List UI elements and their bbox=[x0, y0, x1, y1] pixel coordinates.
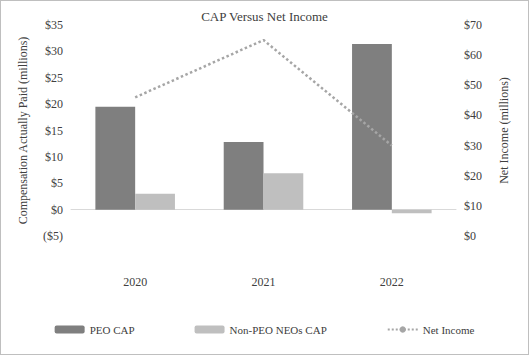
svg-text:Net Income (millions): Net Income (millions) bbox=[497, 77, 511, 184]
svg-text:$50: $50 bbox=[464, 78, 482, 92]
svg-text:$20: $20 bbox=[464, 169, 482, 183]
svg-text:$5: $5 bbox=[51, 176, 63, 190]
svg-text:$70: $70 bbox=[464, 18, 482, 32]
svg-text:Non-PEO NEOs CAP: Non-PEO NEOs CAP bbox=[230, 324, 327, 336]
svg-text:($5): ($5) bbox=[43, 229, 63, 243]
svg-text:$0: $0 bbox=[464, 229, 476, 243]
svg-text:Net Income: Net Income bbox=[423, 324, 475, 336]
svg-text:$15: $15 bbox=[45, 124, 63, 138]
svg-text:$0: $0 bbox=[51, 203, 63, 217]
svg-text:PEO CAP: PEO CAP bbox=[90, 324, 135, 336]
svg-text:2021: 2021 bbox=[252, 275, 276, 289]
svg-text:2020: 2020 bbox=[123, 275, 147, 289]
svg-text:$35: $35 bbox=[45, 18, 63, 32]
svg-text:$30: $30 bbox=[464, 139, 482, 153]
svg-text:$10: $10 bbox=[45, 150, 63, 164]
svg-text:$10: $10 bbox=[464, 199, 482, 213]
svg-text:$30: $30 bbox=[45, 44, 63, 58]
svg-text:$25: $25 bbox=[45, 71, 63, 85]
svg-text:$20: $20 bbox=[45, 97, 63, 111]
svg-text:CAP Versus Net Income: CAP Versus Net Income bbox=[201, 9, 328, 24]
svg-text:$60: $60 bbox=[464, 48, 482, 62]
svg-text:$40: $40 bbox=[464, 108, 482, 122]
svg-text:Compensation Actually Paid (mi: Compensation Actually Paid (millions) bbox=[16, 37, 30, 225]
svg-text:2022: 2022 bbox=[380, 275, 404, 289]
